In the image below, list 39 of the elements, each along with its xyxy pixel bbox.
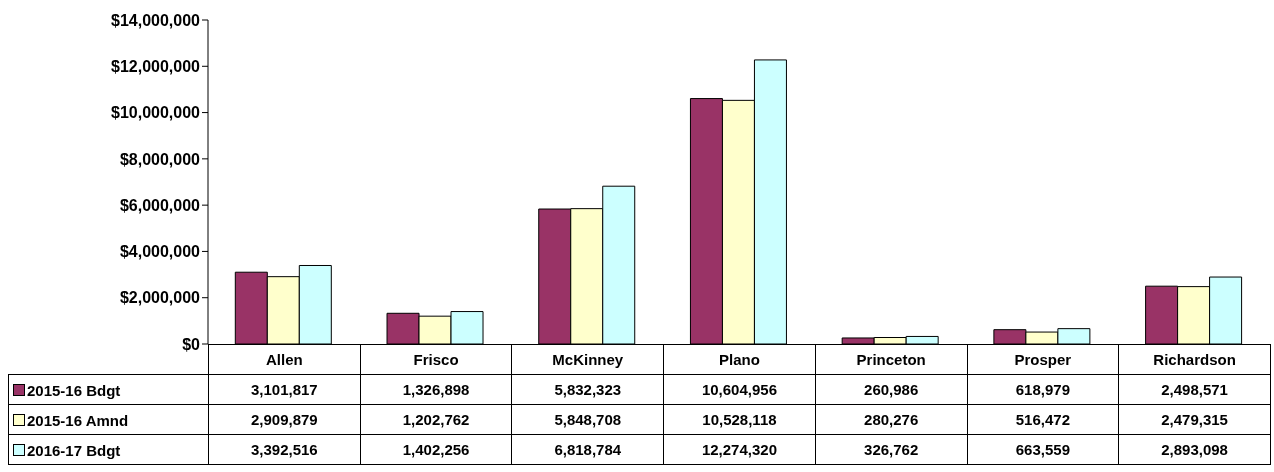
data-label: 10,528,118 — [663, 404, 816, 435]
legend-label: 2015-16 Bdgt — [27, 381, 121, 399]
x-tick-label: Prosper — [967, 344, 1119, 375]
data-label: 260,986 — [815, 374, 968, 405]
legend-label: 2016-17 Bdgt — [27, 441, 121, 459]
x-tick-label: Frisco — [360, 344, 512, 375]
y-tick-label: $10,000,000 — [111, 104, 201, 122]
y-tick-label: $8,000,000 — [119, 150, 201, 168]
data-label: 326,762 — [815, 434, 968, 465]
y-tick-label: $12,000,000 — [111, 57, 201, 75]
y-tick-label: $2,000,000 — [119, 289, 201, 307]
data-label: 5,832,323 — [511, 374, 664, 405]
data-label: 12,274,320 — [663, 434, 816, 465]
y-tick-label: $14,000,000 — [111, 11, 201, 29]
x-tick-label: Allen — [208, 344, 361, 375]
y-tick-label: $0 — [182, 335, 201, 353]
legend-label: 2015-16 Amnd — [27, 411, 129, 429]
data-label: 3,101,817 — [208, 374, 361, 405]
data-label: 2,498,571 — [1118, 374, 1271, 405]
data-label: 1,326,898 — [360, 374, 512, 405]
x-tick-label: McKinney — [511, 344, 664, 375]
data-label: 6,818,784 — [511, 434, 664, 465]
data-label: 516,472 — [967, 404, 1119, 435]
x-tick-label: Princeton — [815, 344, 968, 375]
data-label: 2,479,315 — [1118, 404, 1271, 435]
data-label: 2,893,098 — [1118, 434, 1271, 465]
x-tick-label: Richardson — [1118, 344, 1271, 375]
data-label: 2,909,879 — [208, 404, 361, 435]
data-label: 1,202,762 — [360, 404, 512, 435]
data-label: 5,848,708 — [511, 404, 664, 435]
data-label: 663,559 — [967, 434, 1119, 465]
y-tick-label: $4,000,000 — [119, 243, 201, 261]
data-label: 1,402,256 — [360, 434, 512, 465]
data-label: 618,979 — [967, 374, 1119, 405]
y-tick-label: $6,000,000 — [119, 196, 201, 214]
data-label: 280,276 — [815, 404, 968, 435]
data-label: 3,392,516 — [208, 434, 361, 465]
x-tick-label: Plano — [663, 344, 816, 375]
data-label: 10,604,956 — [663, 374, 816, 405]
